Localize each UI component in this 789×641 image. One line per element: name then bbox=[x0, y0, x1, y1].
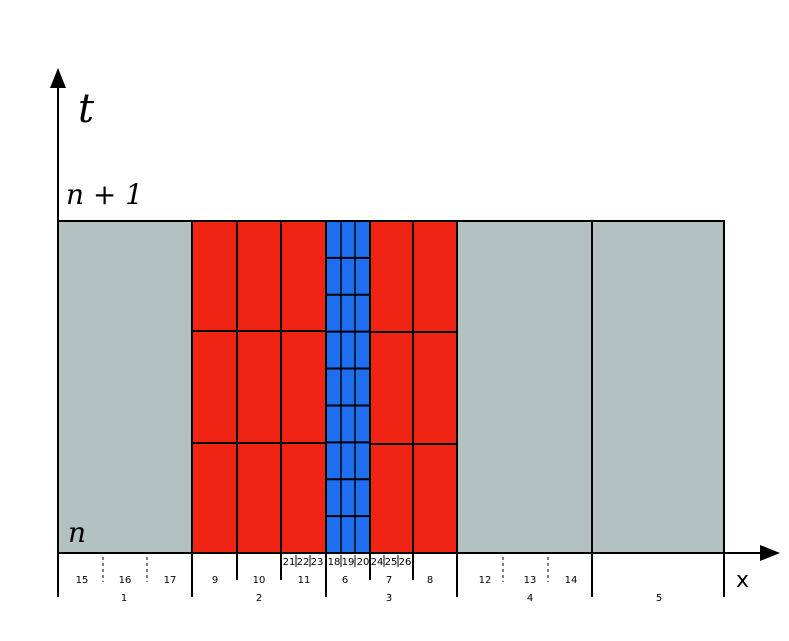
cell-label: 25 bbox=[385, 557, 398, 568]
cell-label: 1 bbox=[121, 593, 127, 604]
upper-level: n + 1 bbox=[66, 178, 143, 211]
cell-label: 7 bbox=[386, 575, 392, 586]
cell-lines bbox=[192, 221, 457, 553]
cell-label: 10 bbox=[253, 575, 266, 586]
cell-label: 14 bbox=[565, 575, 578, 586]
cell-label: 18 bbox=[328, 557, 341, 568]
cell-label: 4 bbox=[527, 593, 533, 604]
cell-label: 20 bbox=[357, 557, 370, 568]
cell-label: 2 bbox=[256, 593, 262, 604]
regions bbox=[57, 220, 725, 554]
cell-label: 26 bbox=[399, 557, 412, 568]
blue-region bbox=[325, 220, 371, 554]
cell-label: 23 bbox=[311, 557, 324, 568]
cell-label: 9 bbox=[212, 575, 218, 586]
cell-label: 16 bbox=[119, 575, 132, 586]
cell-label: 17 bbox=[164, 575, 177, 586]
lower-level: n bbox=[68, 516, 86, 549]
cell-label: 8 bbox=[427, 575, 433, 586]
cell-label: 6 bbox=[342, 575, 348, 586]
cell-label: 5 bbox=[656, 593, 662, 604]
t-label: t bbox=[78, 86, 95, 132]
grey-cell bbox=[591, 220, 725, 554]
cell-label: 24 bbox=[371, 557, 384, 568]
cell-label: 19 bbox=[342, 557, 355, 568]
cell-label: 21 bbox=[283, 557, 296, 568]
grey-cell bbox=[456, 220, 593, 554]
cell-label: 15 bbox=[76, 575, 89, 586]
cell-label: 12 bbox=[479, 575, 492, 586]
cell-label: 13 bbox=[524, 575, 537, 586]
cell-label: 3 bbox=[386, 593, 392, 604]
grey-cell bbox=[57, 220, 193, 554]
cell-label: 22 bbox=[297, 557, 310, 568]
x-label: x bbox=[736, 568, 749, 593]
red-region bbox=[191, 220, 327, 554]
cell-label: 11 bbox=[298, 575, 311, 586]
